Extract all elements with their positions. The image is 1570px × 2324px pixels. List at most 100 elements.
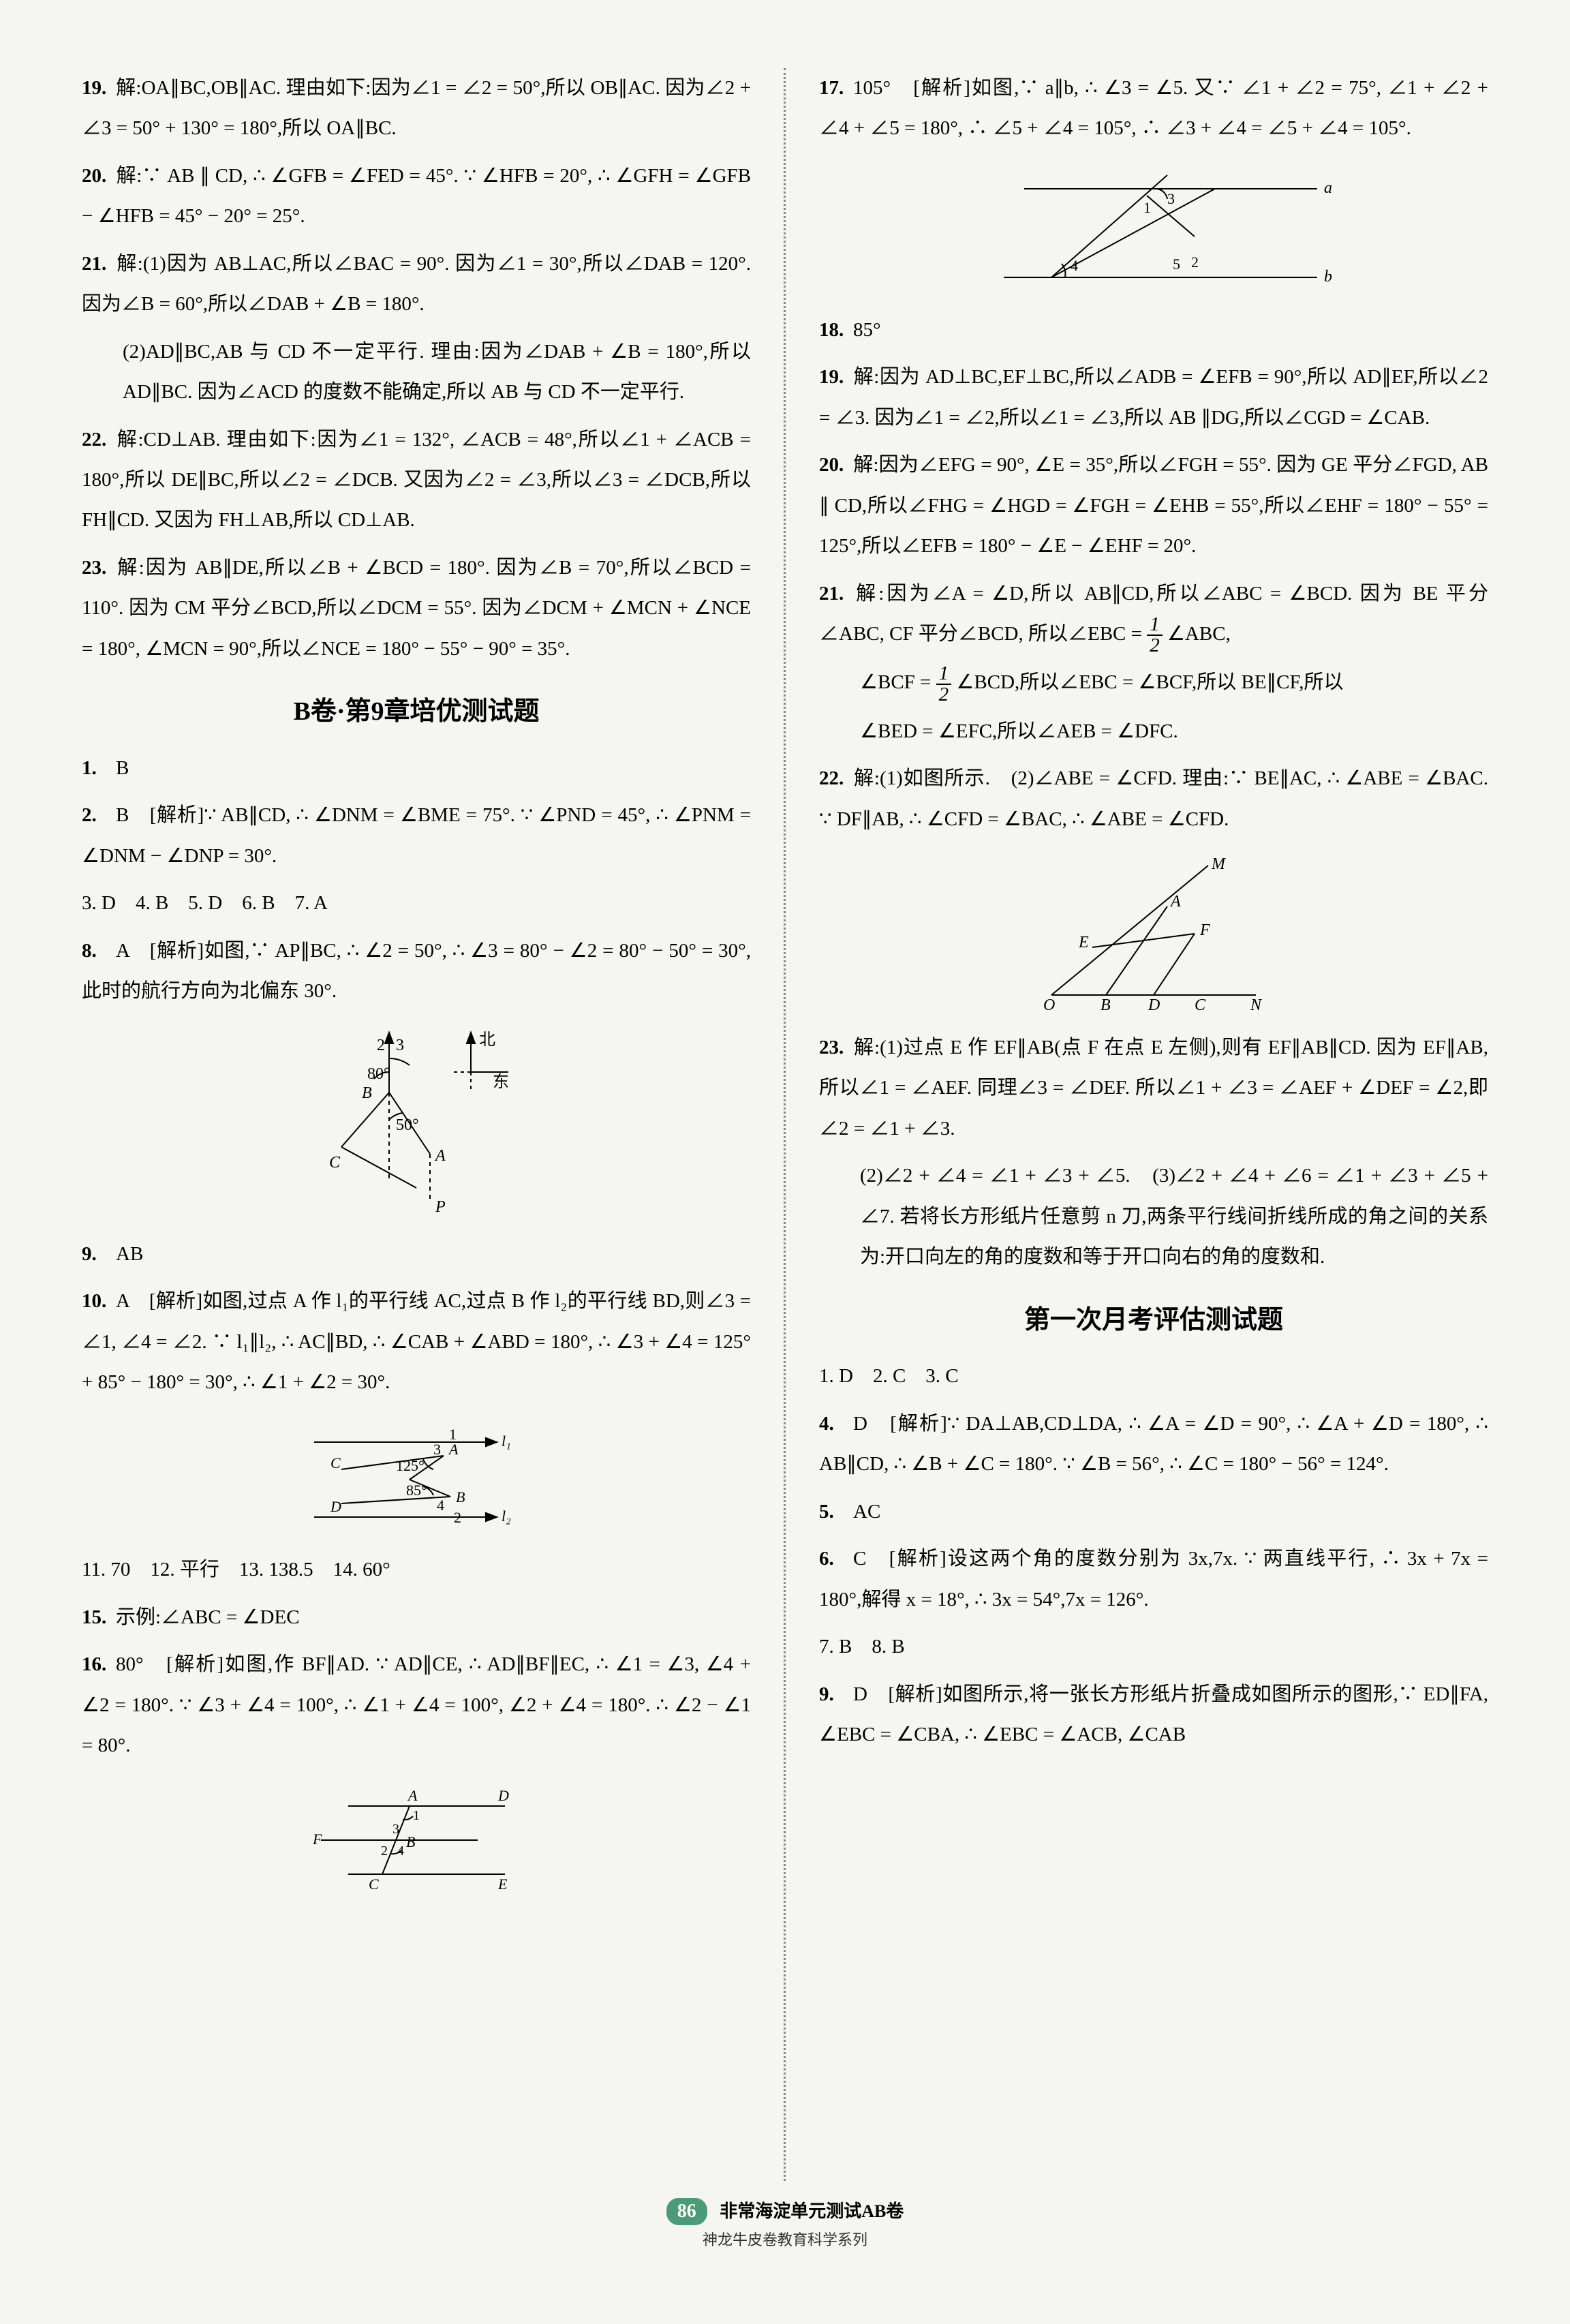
fig17-n5: 5 — [1173, 256, 1180, 273]
b15: 15.示例:∠ABC = ∠DEC — [82, 1597, 751, 1638]
fig22-C: C — [1195, 996, 1206, 1014]
fig8-P: P — [435, 1198, 446, 1216]
b15-text: 示例:∠ABC = ∠DEC — [116, 1606, 300, 1628]
q21b: (2)AD∥BC,AB 与 CD 不一定平行. 理由:因为∠DAB + ∠B =… — [82, 332, 751, 413]
section-b-title: B卷·第9章培优测试题 — [82, 686, 751, 739]
fig17: a b 3 1 4 5 2 — [819, 162, 1488, 298]
r17-text: 105° [解析]如图,∵ a∥b, ∴ ∠3 = ∠5. 又∵ ∠1 + ∠2… — [819, 77, 1488, 139]
page-number: 86 — [666, 2198, 707, 2225]
fig17-a: a — [1324, 179, 1332, 197]
fig10-D: D — [330, 1498, 341, 1515]
fig22-O: O — [1043, 996, 1055, 1014]
r22-text: 解:(1)如图所示. (2)∠ABE = ∠CFD. 理由:∵ BE∥AC, ∴… — [819, 767, 1488, 829]
b11-14-text: 11. 70 12. 平行 13. 138.5 14. 60° — [82, 1559, 390, 1580]
fig10-A: A — [448, 1441, 459, 1458]
fig10-n3: 3 — [433, 1441, 441, 1458]
fig16-n1: 1 — [413, 1808, 420, 1823]
fig16-D: D — [497, 1787, 509, 1804]
column-divider — [784, 68, 786, 2181]
fig8-a80: 80° — [367, 1065, 390, 1083]
r19-text: 解:因为 AD⊥BC,EF⊥BC,所以∠ADB = ∠EFB = 90°,所以 … — [819, 366, 1488, 428]
r21b: ∠BCF = 12 ∠BCD,所以∠EBC = ∠BCF,所以 BE∥CF,所以 — [819, 662, 1488, 704]
fig10-n1: 1 — [449, 1426, 457, 1443]
fig8-C: C — [329, 1154, 341, 1172]
fig22-A: A — [1169, 893, 1181, 911]
q19: 19.解:OA∥BC,OB∥AC. 理由如下:因为∠1 = ∠2 = 50°,所… — [82, 68, 751, 149]
fig16-A: A — [407, 1787, 418, 1804]
fig17-b: b — [1324, 268, 1332, 286]
b16-text: 80° [解析]如图,作 BF∥AD. ∵ AD∥CE, ∴ AD∥BF∥EC,… — [82, 1653, 751, 1756]
r20-text: 解:因为∠EFG = 90°, ∠E = 35°,所以∠FGH = 55°. 因… — [819, 454, 1488, 557]
m4: 4.D [解析]∵ DA⊥AB,CD⊥DA, ∴ ∠A = ∠D = 90°, … — [819, 1404, 1488, 1485]
r21-half2: ∠BCD,所以∠EBC = ∠BCF,所以 BE∥CF,所以 — [956, 671, 1343, 693]
b9: 9.AB — [82, 1234, 751, 1274]
fig10-n4: 4 — [437, 1497, 444, 1514]
page-columns: 19.解:OA∥BC,OB∥AC. 理由如下:因为∠1 = ∠2 = 50°,所… — [82, 68, 1488, 2181]
fig16-svg: A D F B C E 1 3 2 4 — [301, 1779, 532, 1895]
fig22-D: D — [1148, 996, 1160, 1014]
fig10-C: C — [330, 1454, 341, 1471]
fig17-svg: a b 3 1 4 5 2 — [963, 162, 1344, 298]
r19: 19.解:因为 AD⊥BC,EF⊥BC,所以∠ADB = ∠EFB = 90°,… — [819, 357, 1488, 438]
r18-text: 85° — [853, 319, 881, 341]
r20: 20.解:因为∠EFG = 90°, ∠E = 35°,所以∠FGH = 55°… — [819, 445, 1488, 566]
fig10-l2: l₂ — [502, 1508, 511, 1525]
q21b-text: (2)AD∥BC,AB 与 CD 不一定平行. 理由:因为∠DAB + ∠B =… — [123, 341, 751, 403]
m9: 9.D [解析]如图所示,将一张长方形纸片折叠成如图所示的图形,∵ ED∥FA,… — [819, 1675, 1488, 1756]
fig10-a85: 85° — [406, 1482, 427, 1499]
section-m-title: 第一次月考评估测试题 — [819, 1294, 1488, 1347]
r21: 21.解:因为∠A = ∠D,所以 AB∥CD,所以∠ABC = ∠BCD. 因… — [819, 574, 1488, 656]
fig22-E: E — [1078, 934, 1089, 951]
fig16-n4: 4 — [397, 1844, 404, 1859]
fig16: A D F B C E 1 3 2 4 — [82, 1779, 751, 1895]
b11-14: 11. 70 12. 平行 13. 138.5 14. 60° — [82, 1550, 751, 1590]
m4-text: D [解析]∵ DA⊥AB,CD⊥DA, ∴ ∠A = ∠D = 90°, ∴ … — [819, 1413, 1488, 1475]
m6-text: C [解析]设这两个角的度数分别为 3x,7x. ∵ 两直线平行, ∴ 3x +… — [819, 1548, 1488, 1610]
fig16-C: C — [369, 1876, 379, 1893]
footer-title: 非常海淀单元测试AB卷 — [720, 2201, 904, 2221]
fig8-N: 北 — [479, 1030, 495, 1049]
b1-text: B — [116, 757, 129, 779]
m9-text: D [解析]如图所示,将一张长方形纸片折叠成如图所示的图形,∵ ED∥FA, ∠… — [819, 1683, 1488, 1745]
q22-text: 解:CD⊥AB. 理由如下:因为∠1 = 132°, ∠ACB = 48°,所以… — [82, 429, 751, 532]
fig8-A: A — [434, 1147, 446, 1165]
fig10-n2: 2 — [454, 1509, 461, 1526]
footer: 86 非常海淀单元测试AB卷 神龙牛皮卷教育科学系列 — [82, 2197, 1488, 2250]
b2-text: B [解析]∵ AB∥CD, ∴ ∠DNM = ∠BME = 75°. ∵ ∠P… — [82, 804, 751, 866]
b9-text: AB — [116, 1243, 143, 1265]
fig8-svg: 80° 50° 2 3 北 东 B C A P — [314, 1024, 519, 1222]
b16: 16.80° [解析]如图,作 BF∥AD. ∵ AD∥CE, ∴ AD∥BF∥… — [82, 1645, 751, 1766]
fig16-B: B — [406, 1833, 415, 1850]
r21b-text: ∠BCF = — [860, 671, 936, 693]
fig10-svg: l₁ l₂ C A D B 125° 85° 1 3 4 2 — [301, 1415, 532, 1538]
fig22: M A E F O B D C N — [819, 852, 1488, 1015]
fig8: 80° 50° 2 3 北 东 B C A P — [82, 1024, 751, 1222]
fig8-n3: 3 — [396, 1037, 404, 1054]
m6: 6.C [解析]设这两个角的度数分别为 3x,7x. ∵ 两直线平行, ∴ 3x… — [819, 1539, 1488, 1620]
fig8-E: 东 — [493, 1073, 509, 1091]
fig22-N: N — [1250, 996, 1263, 1014]
fig22-F: F — [1199, 921, 1210, 939]
r21c: ∠BED = ∠EFC,所以∠AEB = ∠DFC. — [819, 712, 1488, 752]
r21c-text: ∠BED = ∠EFC,所以∠AEB = ∠DFC. — [860, 720, 1178, 742]
r23a: 23.解:(1)过点 E 作 EF∥AB(点 F 在点 E 左侧),则有 EF∥… — [819, 1028, 1488, 1149]
r21-half1: ∠ABC, — [1167, 623, 1231, 645]
fig8-a50: 50° — [396, 1116, 419, 1134]
m5: 5.AC — [819, 1492, 1488, 1532]
r18: 18.85° — [819, 310, 1488, 350]
fig10: l₁ l₂ C A D B 125° 85° 1 3 4 2 — [82, 1415, 751, 1538]
q23: 23.解:因为 AB∥DE,所以∠B + ∠BCD = 180°. 因为∠B =… — [82, 548, 751, 669]
m5-text: AC — [853, 1501, 880, 1523]
fig17-n2: 2 — [1191, 254, 1199, 271]
fig8-B: B — [362, 1084, 372, 1102]
r23b: (2)∠2 + ∠4 = ∠1 + ∠3 + ∠5. (3)∠2 + ∠4 + … — [819, 1156, 1488, 1277]
r17: 17.105° [解析]如图,∵ a∥b, ∴ ∠3 = ∠5. 又∵ ∠1 +… — [819, 68, 1488, 149]
left-column: 19.解:OA∥BC,OB∥AC. 理由如下:因为∠1 = ∠2 = 50°,所… — [82, 68, 751, 2181]
b10: 10.A [解析]如图,过点 A 作 l₁的平行线 AC,过点 B 作 l₂的平… — [82, 1281, 751, 1403]
r22: 22.解:(1)如图所示. (2)∠ABE = ∠CFD. 理由:∵ BE∥AC… — [819, 759, 1488, 840]
q19-text: 解:OA∥BC,OB∥AC. 理由如下:因为∠1 = ∠2 = 50°,所以 O… — [82, 77, 751, 139]
m1-3: 1. D 2. C 3. C — [819, 1356, 1488, 1396]
fig10-a125: 125° — [396, 1457, 425, 1474]
b8-text: A [解析]如图,∵ AP∥BC, ∴ ∠2 = 50°, ∴ ∠3 = 80°… — [82, 940, 751, 1002]
fig17-n4: 4 — [1071, 257, 1078, 274]
